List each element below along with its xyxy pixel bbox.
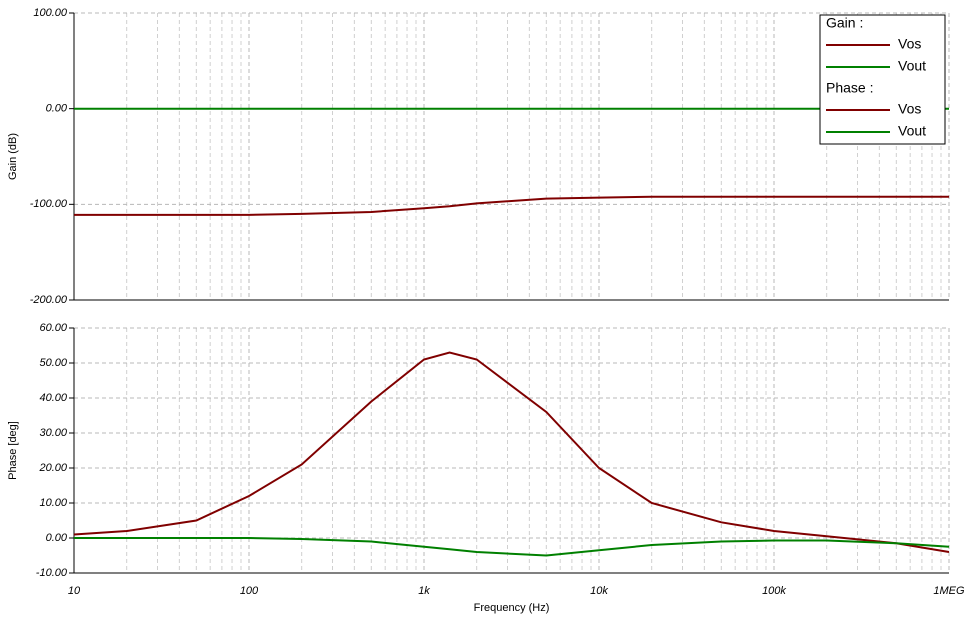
y-axis-title: Phase [deg] [7,421,19,480]
y-tick-label: 100.00 [33,7,68,19]
y-tick-label: -10.00 [36,567,68,579]
x-axis-title: Frequency (Hz) [474,602,550,614]
y-tick-label: 50.00 [39,357,67,369]
x-tick-label: 100 [240,585,259,597]
y-tick-label: 0.00 [46,532,68,544]
y-tick-label: -200.00 [30,294,68,306]
legend-label: Vout [898,123,926,139]
y-tick-label: 40.00 [39,392,67,404]
series-line [74,537,950,557]
y-tick-label: 10.00 [39,497,67,509]
legend-box [819,14,946,145]
legend-label: Vout [898,58,926,74]
legend-label: Vos [898,36,921,52]
y-tick-label: -100.00 [30,198,68,210]
x-tick-label: 10k [590,585,608,597]
legend-label: Vos [898,101,921,117]
y-tick-label: 60.00 [39,322,67,334]
y-tick-label: 20.00 [38,462,67,474]
legend-title: Gain : [826,15,863,31]
y-tick-label: 0.00 [46,103,68,115]
legend-title: Phase : [826,80,873,96]
series-line [73,351,950,553]
series-line [74,195,949,216]
x-tick-label: 100k [762,585,786,597]
x-tick-label: 10 [68,585,81,597]
x-tick-label: 1MEG [933,585,965,597]
x-tick-label: 1k [418,585,430,597]
y-tick-label: 30.00 [39,427,67,439]
y-axis-title: Gain (dB) [7,133,19,180]
